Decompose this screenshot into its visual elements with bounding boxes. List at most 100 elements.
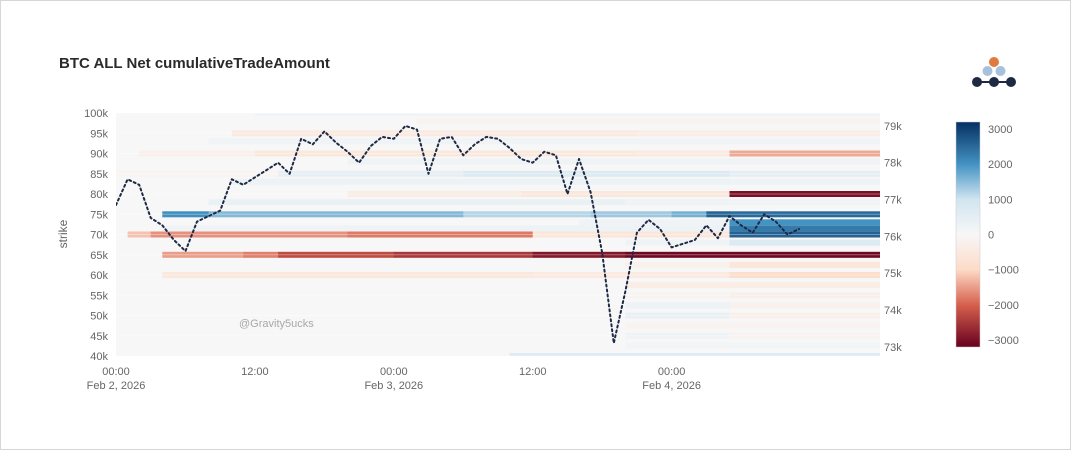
y-tick-label: 45k — [90, 331, 108, 343]
heatmap-cell — [625, 251, 880, 258]
heatmap-layer — [116, 113, 880, 356]
heatmap-cell — [347, 231, 534, 238]
heatmap-cell — [729, 231, 880, 238]
heatmap-cell — [116, 251, 163, 258]
heatmap-cell — [116, 292, 626, 299]
x-tick-label: 00:00 — [102, 366, 130, 378]
heatmap-cell — [729, 225, 880, 232]
heatmap-cell — [116, 342, 626, 349]
heatmap-cell — [729, 150, 880, 157]
heatmap-cell — [417, 118, 880, 125]
heatmap-cell — [636, 130, 880, 137]
logo-dot-orange — [989, 57, 999, 67]
watermark: @Gravity5ucks — [239, 318, 314, 330]
logo-dot-dark-1 — [972, 77, 982, 87]
heatmap-cell — [463, 211, 592, 218]
heatmap-cell — [243, 251, 279, 258]
heatmap-cell — [625, 302, 730, 309]
heatmap-cell — [116, 312, 626, 319]
x-tick-label: 00:00 — [658, 366, 686, 378]
y2-tick-label: 79k — [884, 121, 902, 133]
heatmap-cell — [231, 130, 638, 137]
heatmap-cell — [116, 158, 348, 165]
heatmap-cell — [625, 199, 730, 206]
brand-logo — [972, 57, 1016, 87]
heatmap-cell — [116, 282, 626, 289]
heatmap-cell — [162, 251, 244, 258]
heatmap-cell — [116, 272, 163, 278]
colorbar: 3000 2000 1000 0 −1000 −2000 −3000 — [955, 121, 1019, 348]
heatmap-cell — [116, 225, 163, 232]
heatmap-cell — [625, 312, 730, 319]
heatmap-cell — [579, 219, 730, 226]
heatmap-cell — [278, 170, 464, 177]
y-tick-label: 55k — [90, 290, 108, 302]
y-tick-label: 40k — [90, 351, 108, 363]
heatmap-cell — [521, 225, 731, 232]
heatmap-cell — [729, 170, 880, 177]
heatmap-cell — [254, 113, 880, 116]
y-tick-label: 80k — [90, 189, 108, 201]
heatmap-cell — [116, 118, 418, 125]
y-tick-label: 60k — [90, 270, 108, 282]
heatmap-cell — [625, 342, 880, 349]
price-layer — [116, 124, 800, 345]
heatmap-cell — [625, 292, 730, 299]
heatmap-cell — [116, 211, 163, 218]
heatmap-cell — [127, 231, 152, 238]
heatmap-cell — [729, 239, 880, 246]
heatmap-cell — [671, 211, 707, 218]
heatmap-cell — [116, 353, 511, 356]
y-tick-label: 70k — [90, 230, 108, 242]
colorbar-gradient — [955, 121, 981, 348]
heatmap-cell — [729, 211, 880, 218]
heatmap-cell — [729, 178, 880, 185]
heatmap-cell — [729, 199, 880, 206]
colorbar-tick-label: 3000 — [988, 124, 1012, 136]
logo-dot-dark-3 — [1006, 77, 1016, 87]
colorbar-tick-label: −3000 — [988, 335, 1019, 347]
heatmap-cell — [729, 292, 880, 299]
chart-title: BTC ALL Net cumulativeTradeAmount — [59, 55, 330, 72]
colorbar-tick-label: 0 — [988, 230, 994, 242]
heatmap-cell — [532, 251, 626, 258]
x-tick-label: 12:00 — [519, 366, 547, 378]
heatmap-cell — [162, 272, 534, 278]
colorbar-tick-label: 1000 — [988, 194, 1012, 206]
x-tick-date-label: Feb 3, 2026 — [364, 380, 423, 392]
colorbar-tick-label: −1000 — [988, 265, 1019, 277]
colorbar-tick-label: 2000 — [988, 159, 1012, 171]
heatmap-cell — [521, 191, 731, 197]
y2-tick-label: 73k — [884, 342, 902, 354]
heatmap-cell — [463, 170, 730, 177]
x-tick-date-label: Feb 4, 2026 — [642, 380, 701, 392]
heatmap-cell — [729, 302, 880, 309]
heatmap-cell — [116, 332, 626, 339]
heatmap-cell — [116, 113, 256, 116]
y-tick-label: 100k — [84, 108, 108, 120]
heatmap-cell — [116, 219, 580, 226]
heatmap-cell — [509, 353, 880, 356]
y2-tick-label: 76k — [884, 231, 902, 243]
y2-tick-label: 75k — [884, 268, 902, 280]
heatmap-cell — [208, 211, 464, 218]
heatmap-cell — [706, 211, 731, 218]
y-axis: 40k 45k 50k 55k 60k 65k 70k 75k 80k 85k 90k 95k 100k — [84, 108, 108, 363]
heatmap-cell — [208, 199, 626, 206]
heatmap-cell — [231, 178, 731, 185]
heatmap-cell — [625, 332, 730, 339]
y-tick-label: 50k — [90, 311, 108, 323]
logo-dot-light-right — [995, 66, 1006, 76]
colorbar-tick-label: −2000 — [988, 300, 1019, 312]
heatmap-cell — [729, 312, 880, 319]
y-axis-title: strike — [56, 219, 70, 248]
heatmap-cell — [625, 322, 880, 329]
heatmap-cell — [116, 261, 626, 268]
y2-tick-label: 78k — [884, 158, 902, 170]
heatmap-cell — [636, 150, 730, 157]
heatmap-cell — [162, 211, 210, 218]
y-tick-label: 95k — [90, 128, 108, 140]
y2-tick-label: 74k — [884, 305, 902, 317]
